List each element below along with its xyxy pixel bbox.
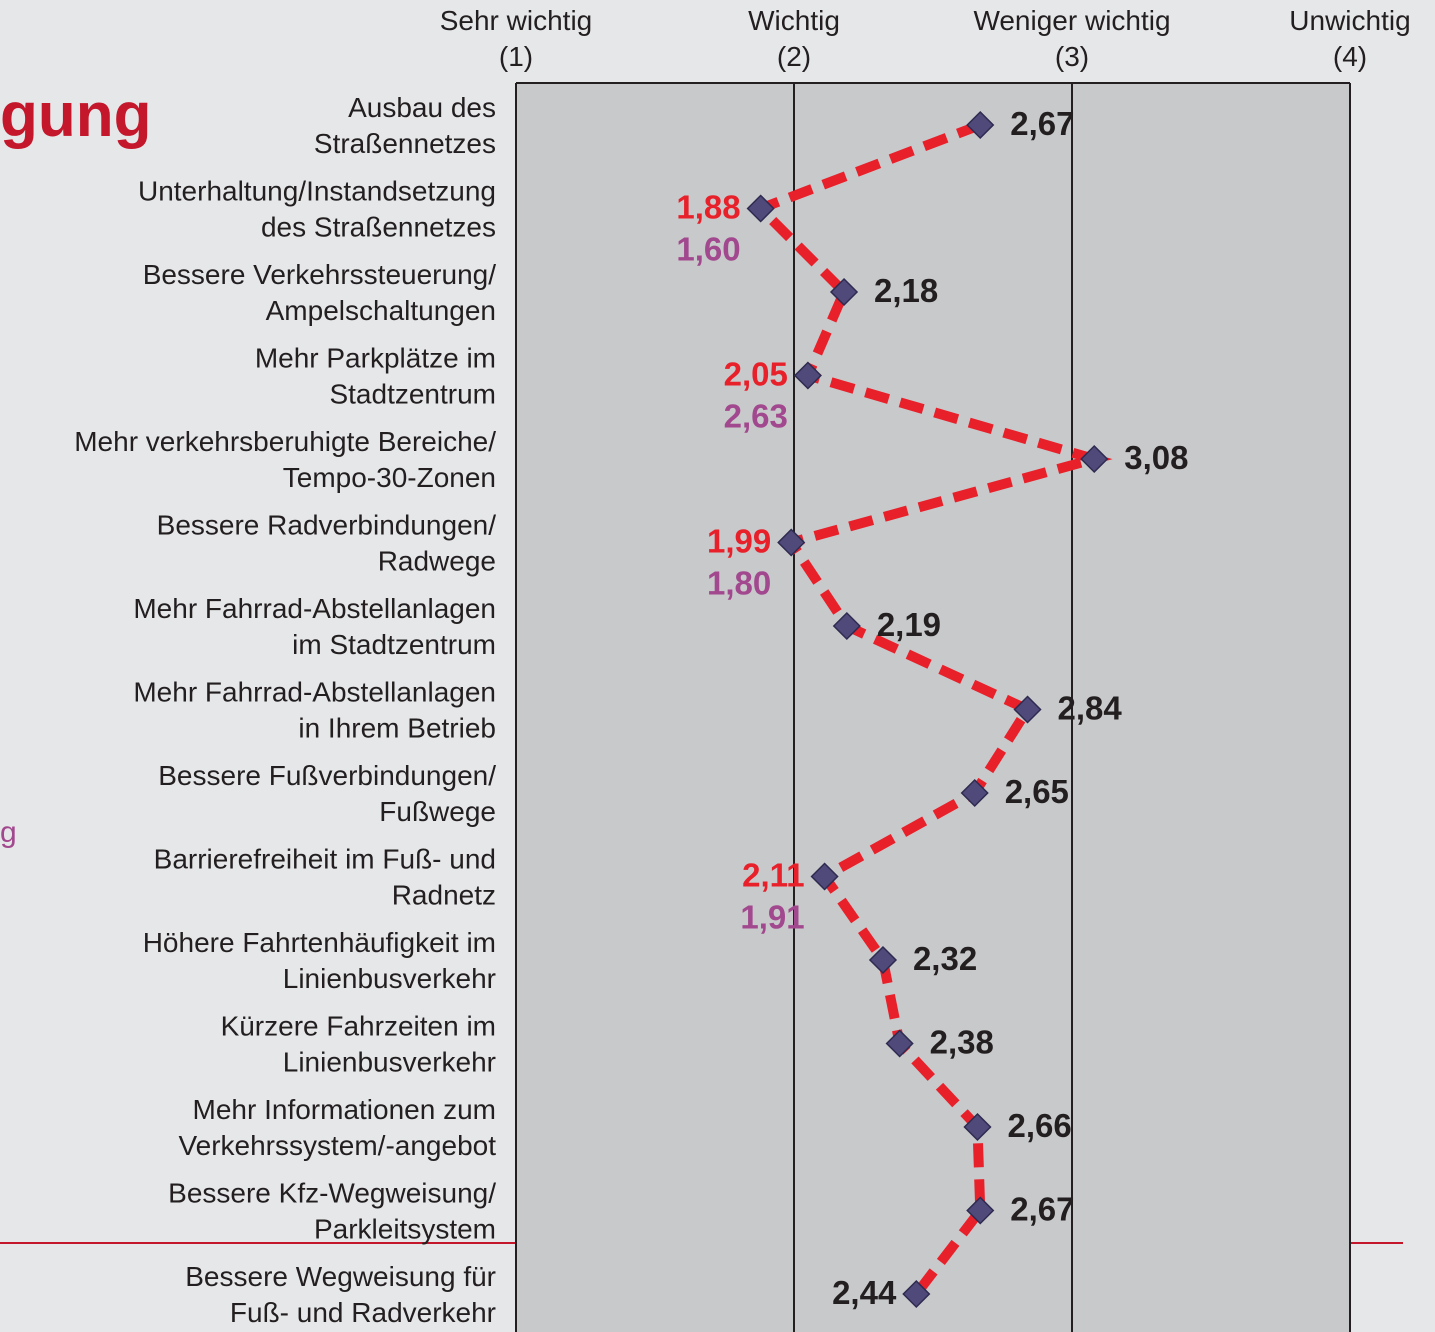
plot-area — [516, 83, 1350, 1332]
category-label: Mehr verkehrsberuhigte Bereiche/Tempo-30… — [74, 426, 496, 493]
comparison-label: 2,63 — [724, 398, 788, 435]
marker — [960, 778, 989, 808]
value-label: 2,84 — [1058, 690, 1123, 727]
marker — [777, 528, 806, 557]
x-tick-label: Wichtig (2) — [748, 5, 840, 72]
x-tick-label: Unwichtig (4) — [1289, 5, 1410, 72]
category-label: Bessere Kfz-Wegweisung/Parkleitsystem — [168, 1178, 496, 1245]
value-label: 2,67 — [1010, 105, 1074, 142]
value-label: 3,08 — [1124, 439, 1188, 476]
marker — [902, 1279, 931, 1309]
marker — [966, 110, 995, 140]
marker — [1080, 444, 1109, 474]
value-label: 2,05 — [724, 356, 788, 393]
value-label: 2,11 — [742, 857, 804, 894]
marker — [1013, 695, 1042, 724]
value-label: 2,38 — [930, 1024, 994, 1061]
value-label: 1,88 — [676, 189, 740, 226]
marker — [885, 1029, 914, 1058]
category-label: Bessere Wegweisung für Fuß- und Radverkeh… — [185, 1261, 496, 1328]
value-label: 2,32 — [913, 940, 977, 977]
chart-title: gung — [0, 81, 152, 150]
comparison-label: 1,91 — [740, 899, 804, 936]
marker — [746, 194, 775, 223]
x-tick-label: Sehr wichtig (1) — [440, 5, 593, 72]
comparison-label: 1,80 — [707, 565, 771, 602]
value-label: 2,66 — [1007, 1107, 1071, 1144]
marker — [868, 945, 898, 975]
marker — [810, 862, 839, 891]
x-tick-label: Weniger wichtig (3) — [973, 5, 1170, 72]
category-label: Mehr Parkplätze im Stadtzentrum — [255, 343, 496, 410]
marker — [963, 1112, 992, 1142]
value-label: 2,67 — [1010, 1191, 1074, 1228]
category-label: Bessere Verkehrssteuerung/Ampelschaltung… — [143, 259, 497, 326]
marker — [829, 277, 859, 307]
marker — [966, 1196, 995, 1225]
annotation: g — [0, 816, 17, 849]
value-label: 2,65 — [1005, 773, 1069, 810]
comparison-label: 1,60 — [676, 231, 740, 268]
value-label: 1,99 — [707, 523, 771, 560]
marker — [793, 361, 822, 390]
marker — [832, 611, 861, 641]
category-label: Bessere Radverbindungen/Radwege — [157, 510, 497, 577]
category-label: Kürzere Fahrzeiten im Linienbusverkehr — [221, 1011, 496, 1078]
category-label: Bessere Fußverbindungen/Fußwege — [158, 760, 496, 827]
value-label: 2,44 — [832, 1274, 897, 1311]
value-label: 2,19 — [877, 606, 941, 643]
value-label: 2,18 — [874, 272, 938, 309]
category-label: Unterhaltung/Instandsetzung des Straßenne… — [138, 176, 496, 243]
category-label: Mehr Informationen zum Verkehrssystem/-an… — [179, 1094, 497, 1161]
category-label: Mehr Fahrrad-Abstellanlagen in Ihrem Betr… — [133, 677, 496, 744]
category-label: Barrierefreiheit im Fuß- und Radnetz — [154, 844, 496, 911]
category-label: Mehr Fahrrad-Abstellanlagen im Stadtzentr… — [133, 593, 496, 660]
category-label: Höhere Fahrtenhäufigkeit im Linienbusverk… — [143, 927, 496, 994]
category-label: Ausbau des Straßennetzes — [314, 92, 496, 159]
